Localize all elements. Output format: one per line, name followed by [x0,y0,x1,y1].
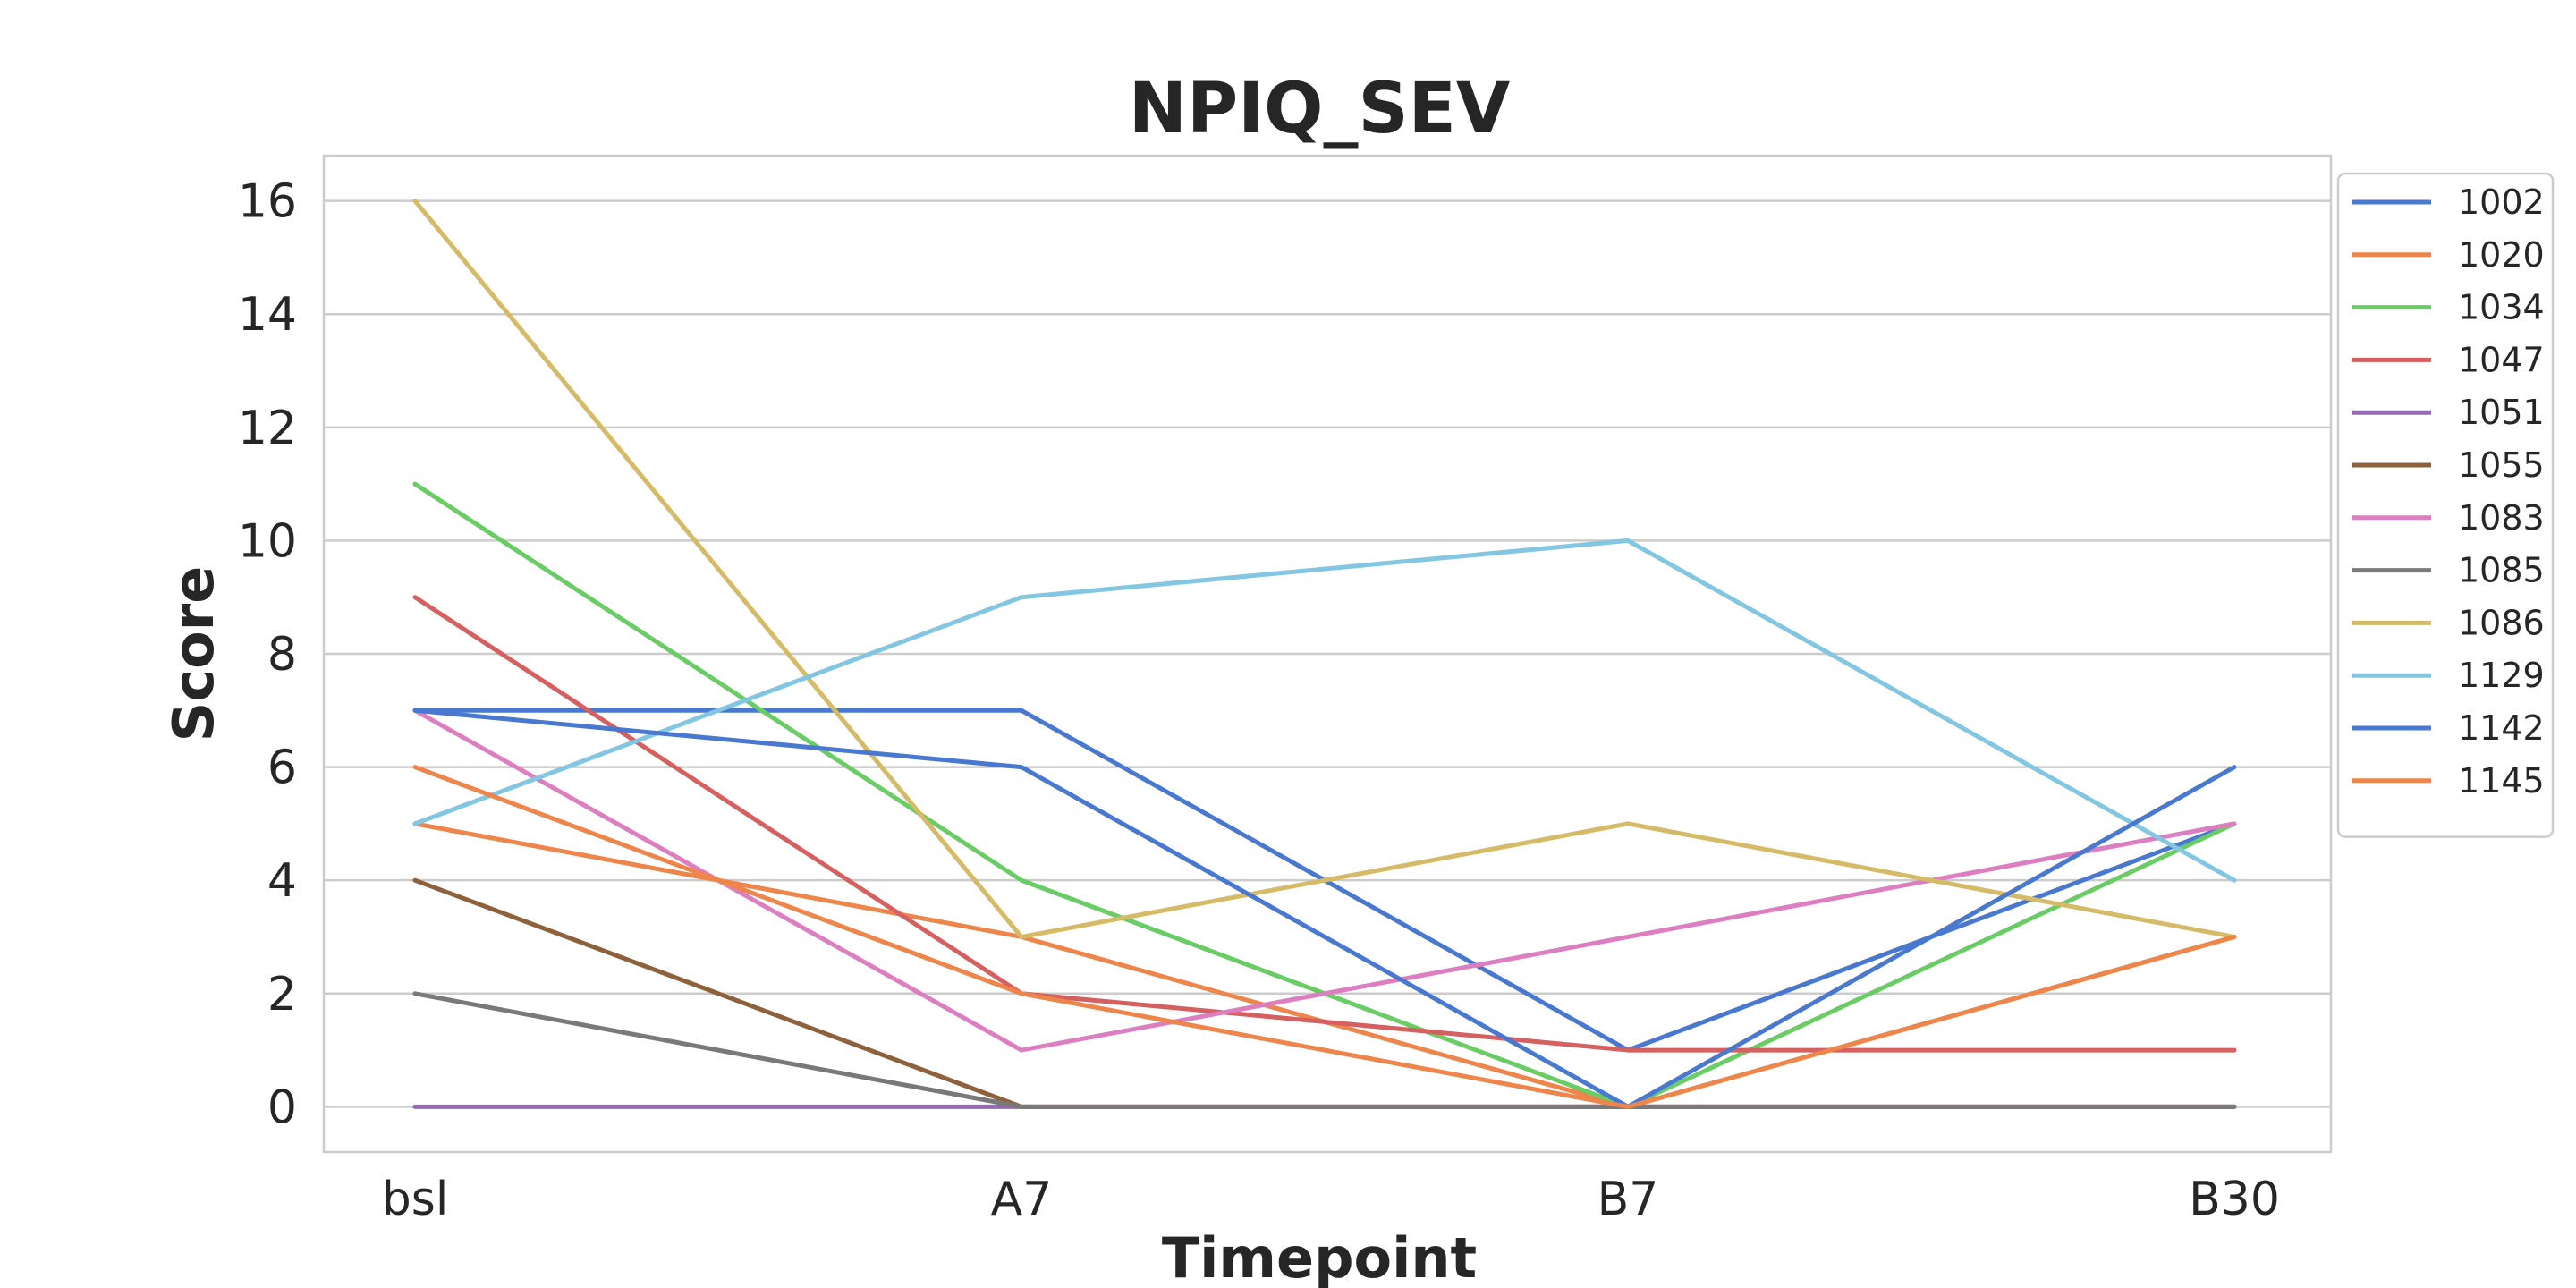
legend-items: 1002 1020 1034 1047 1051 1055 1083 1085 1086 1129… [2352,182,2545,801]
legend-label: 1145 [2458,761,2545,801]
series-line-1020 [412,821,2237,1109]
legend-label: 1083 [2458,498,2545,538]
legend-label: 1055 [2458,445,2545,485]
legend-label: 1086 [2458,603,2545,642]
y-tick-label: 4 [267,854,297,908]
y-tick-label: 0 [267,1080,297,1134]
legend-label: 1034 [2458,288,2545,327]
chart-title: NPIQ_SEV [1129,69,1511,149]
legend-box [2336,172,2555,838]
legend-label: 1085 [2458,551,2545,590]
legend-label: 1129 [2458,656,2545,695]
legend-label: 1020 [2458,235,2545,275]
legend-label: 1051 [2458,393,2545,432]
x-tick-label: A7 [991,1173,1053,1226]
y-axis-label: Score [161,566,226,742]
legend: 1002 1020 1034 1047 1051 1055 1083 1085 1086 1129… [2336,172,2555,838]
y-tick-label: 2 [267,968,297,1021]
series-line-1086 [412,199,2237,939]
y-tick-label: 10 [238,514,297,568]
series-line-1085 [412,991,2237,1109]
legend-label: 1002 [2458,182,2545,222]
y-tick-label: 8 [267,628,297,682]
x-tick-label: B7 [1597,1173,1659,1226]
y-tick-labels: 0 2 4 6 8 10 12 14 16 [238,175,297,1135]
series-line-1142 [412,708,2237,1109]
legend-label: 1047 [2458,340,2545,379]
series-line-1047 [412,595,2237,1053]
x-axis-label: Timepoint [1162,1225,1477,1288]
legend-label: 1142 [2458,708,2545,748]
plot-frame [322,154,2333,1154]
x-tick-label: bsl [382,1173,449,1226]
y-tick-label: 12 [238,402,297,455]
y-tick-label: 14 [238,288,297,342]
series-line-1145 [412,765,2237,1109]
series-lines [412,199,2237,1109]
grid-lines [324,199,2331,1108]
y-tick-label: 6 [267,741,297,795]
y-tick-label: 16 [238,175,297,229]
series-line-1129 [412,538,2237,883]
x-tick-labels: bsl A7 B7 B30 [382,1173,2280,1226]
x-tick-label: B30 [2189,1173,2280,1226]
